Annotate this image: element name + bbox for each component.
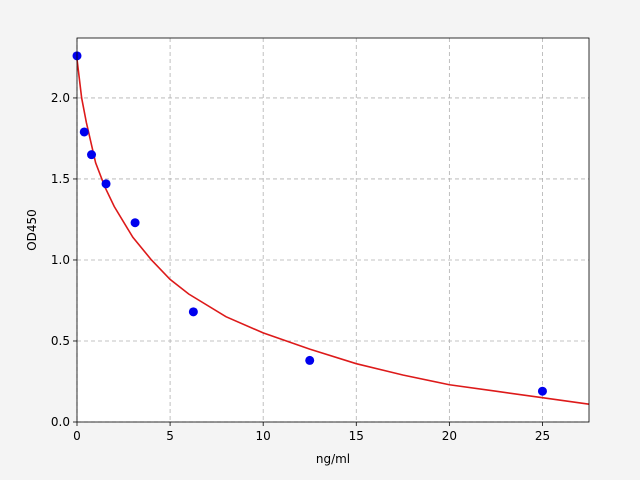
- x-tick-label: 10: [256, 429, 271, 443]
- fit-curve: [76, 58, 590, 405]
- data-point: [188, 307, 198, 317]
- data-point: [101, 179, 111, 189]
- y-axis-label: OD450: [25, 209, 39, 251]
- data-point: [87, 150, 97, 160]
- x-tick-label: 5: [166, 429, 174, 443]
- x-tick-label: 0: [73, 429, 81, 443]
- x-tick-label: 25: [535, 429, 550, 443]
- y-tick-label: 1.5: [51, 172, 70, 186]
- plot-frame: [76, 37, 590, 423]
- data-point: [79, 127, 89, 137]
- x-axis-label: ng/ml: [316, 452, 350, 466]
- y-tick-label: 0.5: [51, 334, 70, 348]
- plot-area: [77, 38, 589, 422]
- x-tick-label: 15: [349, 429, 364, 443]
- x-tick-label: 20: [442, 429, 457, 443]
- data-point: [537, 386, 547, 396]
- y-tick-label: 0.0: [51, 415, 70, 429]
- data-point: [130, 218, 140, 228]
- y-tick-label: 2.0: [51, 91, 70, 105]
- y-tick-label: 1.0: [51, 253, 70, 267]
- data-point: [305, 355, 315, 365]
